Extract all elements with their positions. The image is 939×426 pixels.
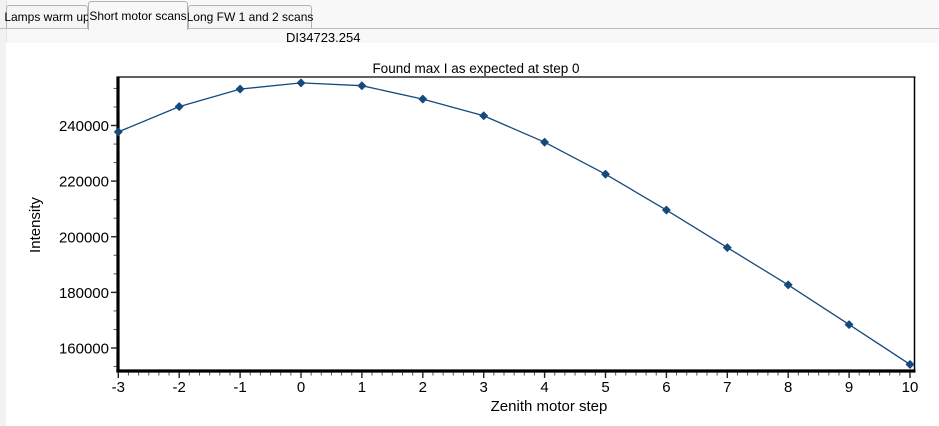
data-point-marker — [540, 137, 549, 147]
x-tick-label: 8 — [784, 379, 792, 396]
x-tick-label: 5 — [601, 379, 609, 396]
tab-lamps-warm-up[interactable]: Lamps warm up — [4, 5, 90, 28]
data-point-marker — [418, 94, 428, 104]
intensity-chart: 160000 180000 200000 220000 240000 -3 -2 -1 0 1 2 3… — [27, 61, 919, 415]
x-tick-label: -1 — [233, 379, 246, 396]
y-tick-label: 220000 — [59, 174, 109, 191]
data-point-marker — [783, 280, 793, 290]
data-point-marker — [905, 360, 915, 369]
x-tick-label: 9 — [845, 379, 853, 396]
data-point-marker — [174, 102, 184, 111]
y-axis-ticks: 160000 180000 200000 220000 240000 — [59, 87, 117, 368]
y-tick-label: 200000 — [59, 229, 109, 246]
x-tick-label: 7 — [723, 379, 731, 396]
intensity-series — [114, 78, 915, 369]
x-tick-label: -3 — [112, 379, 125, 396]
data-point-marker — [601, 169, 610, 179]
x-tick-label: 4 — [540, 379, 548, 396]
x-axis-ticks: -3 -2 -1 0 1 2 3 4 5 6 7 8 9 10 — [112, 372, 919, 396]
data-point-marker — [844, 320, 854, 329]
chart-title: Found max I as expected at step 0 — [372, 61, 579, 76]
x-tick-label: 1 — [358, 379, 366, 396]
data-point-marker — [662, 205, 671, 215]
tab-long-fw-1-and-2-scans[interactable]: Long FW 1 and 2 scans — [187, 5, 313, 28]
data-point-marker — [296, 78, 306, 88]
y-tick-label: 160000 — [59, 341, 109, 358]
x-tick-label: 0 — [297, 379, 305, 396]
graph-panel — [6, 43, 939, 426]
x-tick-label: 10 — [902, 379, 919, 396]
data-point-marker — [479, 111, 488, 121]
data-point-marker — [357, 81, 367, 91]
dataset-label: DI34723.254 — [286, 30, 361, 45]
y-tick-label: 240000 — [59, 118, 109, 135]
data-point-marker — [114, 127, 123, 137]
x-tick-label: 6 — [662, 379, 670, 396]
plot-frame — [116, 76, 916, 373]
data-point-marker — [235, 84, 245, 94]
tab-short-motor-scans[interactable]: Short motor scans — [88, 1, 188, 30]
tabbar-divider — [0, 28, 939, 29]
x-tick-label: -2 — [173, 379, 186, 396]
data-point-marker — [723, 243, 732, 252]
x-axis-label: Zenith motor step — [491, 398, 608, 415]
y-axis-label: Intensity — [27, 197, 44, 253]
x-tick-label: 3 — [480, 379, 488, 396]
x-tick-label: 2 — [419, 379, 427, 396]
y-tick-label: 180000 — [59, 285, 109, 302]
